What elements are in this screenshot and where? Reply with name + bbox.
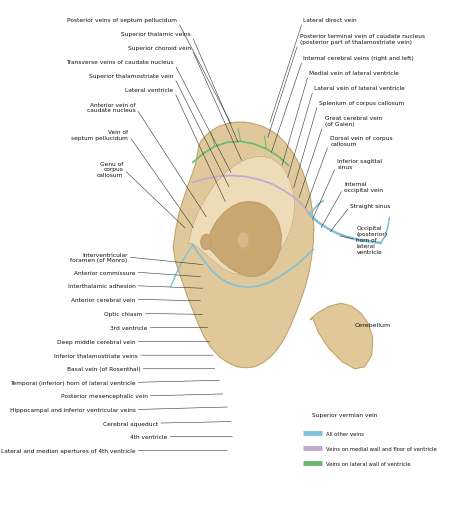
Polygon shape bbox=[310, 304, 373, 369]
Circle shape bbox=[237, 232, 249, 248]
Text: Superior vermian vein: Superior vermian vein bbox=[312, 412, 378, 417]
Text: Cerebellum: Cerebellum bbox=[355, 323, 391, 328]
Text: Splenium of corpus callosum: Splenium of corpus callosum bbox=[294, 100, 404, 188]
Text: Superior thalamic veins: Superior thalamic veins bbox=[121, 32, 238, 143]
Text: Vein of
septum pellucidum: Vein of septum pellucidum bbox=[72, 130, 193, 228]
Text: Hippocampal and inferior ventricular veins: Hippocampal and inferior ventricular vei… bbox=[9, 407, 228, 412]
Text: Posterior terminal vein of caudate nucleus
(posterior part of thalamostriate vei: Posterior terminal vein of caudate nucle… bbox=[268, 34, 425, 138]
Text: Basal vein (of Rosenthal): Basal vein (of Rosenthal) bbox=[67, 367, 215, 372]
Text: Interventricular
foramen (of Monro): Interventricular foramen (of Monro) bbox=[70, 252, 203, 265]
Polygon shape bbox=[189, 157, 295, 276]
Text: 3rd ventricle: 3rd ventricle bbox=[110, 325, 208, 330]
Text: Anterior commissure: Anterior commissure bbox=[74, 270, 201, 277]
Text: Inferior thalamostriate veins: Inferior thalamostriate veins bbox=[54, 353, 213, 358]
Text: Optic chiasm: Optic chiasm bbox=[104, 311, 203, 316]
Text: Cerebral aqueduct: Cerebral aqueduct bbox=[103, 421, 231, 426]
Text: Posterior veins of septum pellucidum: Posterior veins of septum pellucidum bbox=[67, 18, 231, 124]
Text: Temporal (inferior) horn of lateral ventricle: Temporal (inferior) horn of lateral vent… bbox=[10, 380, 219, 385]
Text: 4th ventricle: 4th ventricle bbox=[130, 434, 232, 439]
Text: Veins on medial wall and floor of ventricle: Veins on medial wall and floor of ventri… bbox=[326, 446, 437, 451]
Text: Internal
occipital vein: Internal occipital vein bbox=[321, 182, 383, 228]
Text: Lateral direct vein: Lateral direct vein bbox=[270, 18, 357, 123]
Polygon shape bbox=[206, 203, 282, 277]
Text: Occipital
(posterior)
horn of
lateral
ventricle: Occipital (posterior) horn of lateral ve… bbox=[340, 226, 388, 254]
Text: Medial vein of lateral ventricle: Medial vein of lateral ventricle bbox=[282, 71, 399, 166]
Text: Internal cerebral veins (right and left): Internal cerebral veins (right and left) bbox=[272, 56, 414, 153]
Text: Lateral vein of lateral ventricle: Lateral vein of lateral ventricle bbox=[288, 86, 405, 178]
Text: Dorsal vein of corpus
callosum: Dorsal vein of corpus callosum bbox=[305, 136, 393, 208]
Text: Veins on lateral wall of ventricle: Veins on lateral wall of ventricle bbox=[326, 461, 411, 466]
Text: Superior choroid vein: Superior choroid vein bbox=[128, 45, 242, 161]
Text: Interthalamic adhesion: Interthalamic adhesion bbox=[68, 284, 203, 289]
Text: Great cerebral vein
(of Galen): Great cerebral vein (of Galen) bbox=[299, 116, 382, 198]
Polygon shape bbox=[173, 123, 314, 368]
Text: Lateral ventricle: Lateral ventricle bbox=[125, 88, 225, 203]
Text: Anterior cerebral vein: Anterior cerebral vein bbox=[71, 297, 201, 302]
Text: All other veins: All other veins bbox=[326, 431, 365, 436]
Text: Superior thalamostriate vein: Superior thalamostriate vein bbox=[89, 74, 229, 187]
Text: Inferior sagittal
sinus: Inferior sagittal sinus bbox=[312, 159, 383, 220]
Circle shape bbox=[201, 235, 211, 250]
Text: Straight sinus: Straight sinus bbox=[330, 204, 391, 232]
Text: Posterior mesencephalic vein: Posterior mesencephalic vein bbox=[61, 393, 223, 398]
Text: Genu of
corpus
callosum: Genu of corpus callosum bbox=[97, 162, 185, 228]
Text: Lateral and median apertures of 4th ventricle: Lateral and median apertures of 4th vent… bbox=[1, 448, 228, 453]
Text: Anterior vein of
caudate nucleus: Anterior vein of caudate nucleus bbox=[87, 103, 206, 217]
Text: Transverse veins of caudate nucleus: Transverse veins of caudate nucleus bbox=[66, 60, 231, 173]
Text: Deep middle cerebral vein: Deep middle cerebral vein bbox=[57, 339, 210, 344]
